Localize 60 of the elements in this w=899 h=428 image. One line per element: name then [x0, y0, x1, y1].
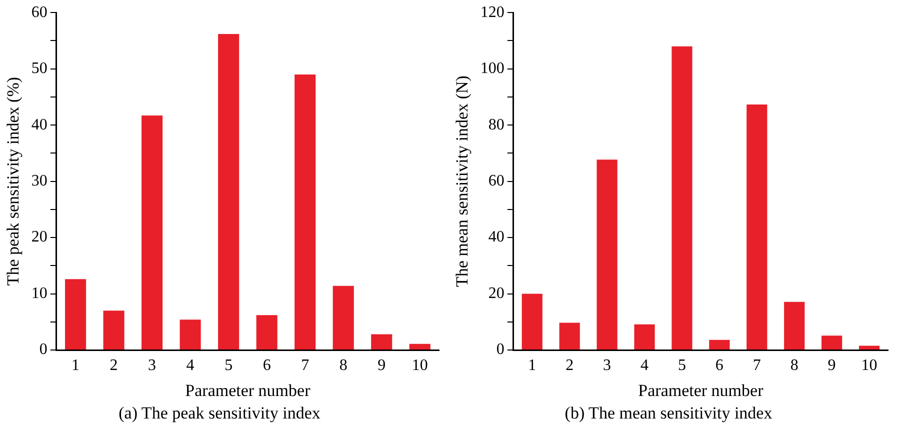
x-tick-label: 7 [301, 356, 310, 374]
text: (b) The mean sensitivity index [564, 403, 773, 422]
bar [522, 294, 542, 350]
x-tick-label: 8 [790, 356, 798, 374]
y-axis-title: The peak sensitivity index (%) [4, 76, 23, 286]
y-tick-label: 0 [39, 341, 48, 358]
bar [596, 160, 618, 350]
bar [103, 310, 124, 350]
bar [180, 320, 201, 350]
x-tick-label: 2 [110, 356, 118, 374]
x-tick-label: 4 [186, 356, 194, 374]
x-tick-label: 1 [72, 356, 80, 374]
y-tick-label: 60 [31, 4, 48, 21]
x-tick-label: 3 [148, 356, 156, 374]
x-tick-label: 9 [378, 356, 386, 374]
bar [218, 34, 240, 350]
y-tick-label: 50 [31, 60, 48, 78]
x-tick-label: 10 [412, 356, 428, 374]
y-tick-label: 40 [31, 116, 48, 134]
bar [672, 46, 692, 350]
bar [65, 279, 86, 350]
bar [709, 340, 730, 350]
x-axis-title: Parameter number [638, 380, 764, 400]
x-tick-label: 4 [640, 356, 649, 374]
bar [332, 286, 354, 350]
y-tick-label: 80 [488, 116, 504, 134]
y-tick-label: 60 [488, 172, 504, 190]
x-tick-label: 10 [861, 356, 878, 374]
x-tick-label: 9 [828, 356, 836, 374]
y-tick-label: 20 [31, 228, 48, 246]
x-tick-label: 3 [603, 356, 612, 374]
bar [634, 324, 655, 350]
y-tick-label: 100 [480, 60, 504, 78]
x-tick-label: 7 [752, 356, 761, 374]
y-tick-label: 30 [31, 172, 48, 190]
x-axis-title: Parameter number [185, 380, 311, 400]
x-tick-label: 8 [339, 356, 348, 374]
y-tick-label: 10 [31, 284, 48, 302]
text: (a) The peak sensitivity index [118, 403, 321, 422]
y-tick-label: 120 [480, 4, 504, 21]
bar [371, 334, 392, 350]
y-tick-label: 0 [496, 341, 504, 358]
x-tick-label: 2 [566, 356, 574, 374]
bar [784, 302, 805, 350]
y-tick-label: 40 [488, 228, 504, 246]
x-tick-label: 5 [678, 356, 686, 374]
bar [746, 104, 768, 350]
x-tick-label: 6 [715, 356, 724, 374]
bar [294, 74, 316, 350]
bar [256, 315, 278, 350]
x-tick-label: 6 [262, 356, 271, 374]
bar [409, 344, 430, 350]
bar [858, 346, 880, 350]
x-tick-label: 5 [224, 356, 233, 374]
y-axis-title: The mean sensitivity index (N) [452, 76, 472, 288]
y-tick-label: 20 [488, 284, 504, 302]
x-tick-label: 1 [528, 356, 536, 374]
bar [142, 116, 163, 350]
bar [559, 322, 580, 350]
bar [822, 336, 842, 350]
